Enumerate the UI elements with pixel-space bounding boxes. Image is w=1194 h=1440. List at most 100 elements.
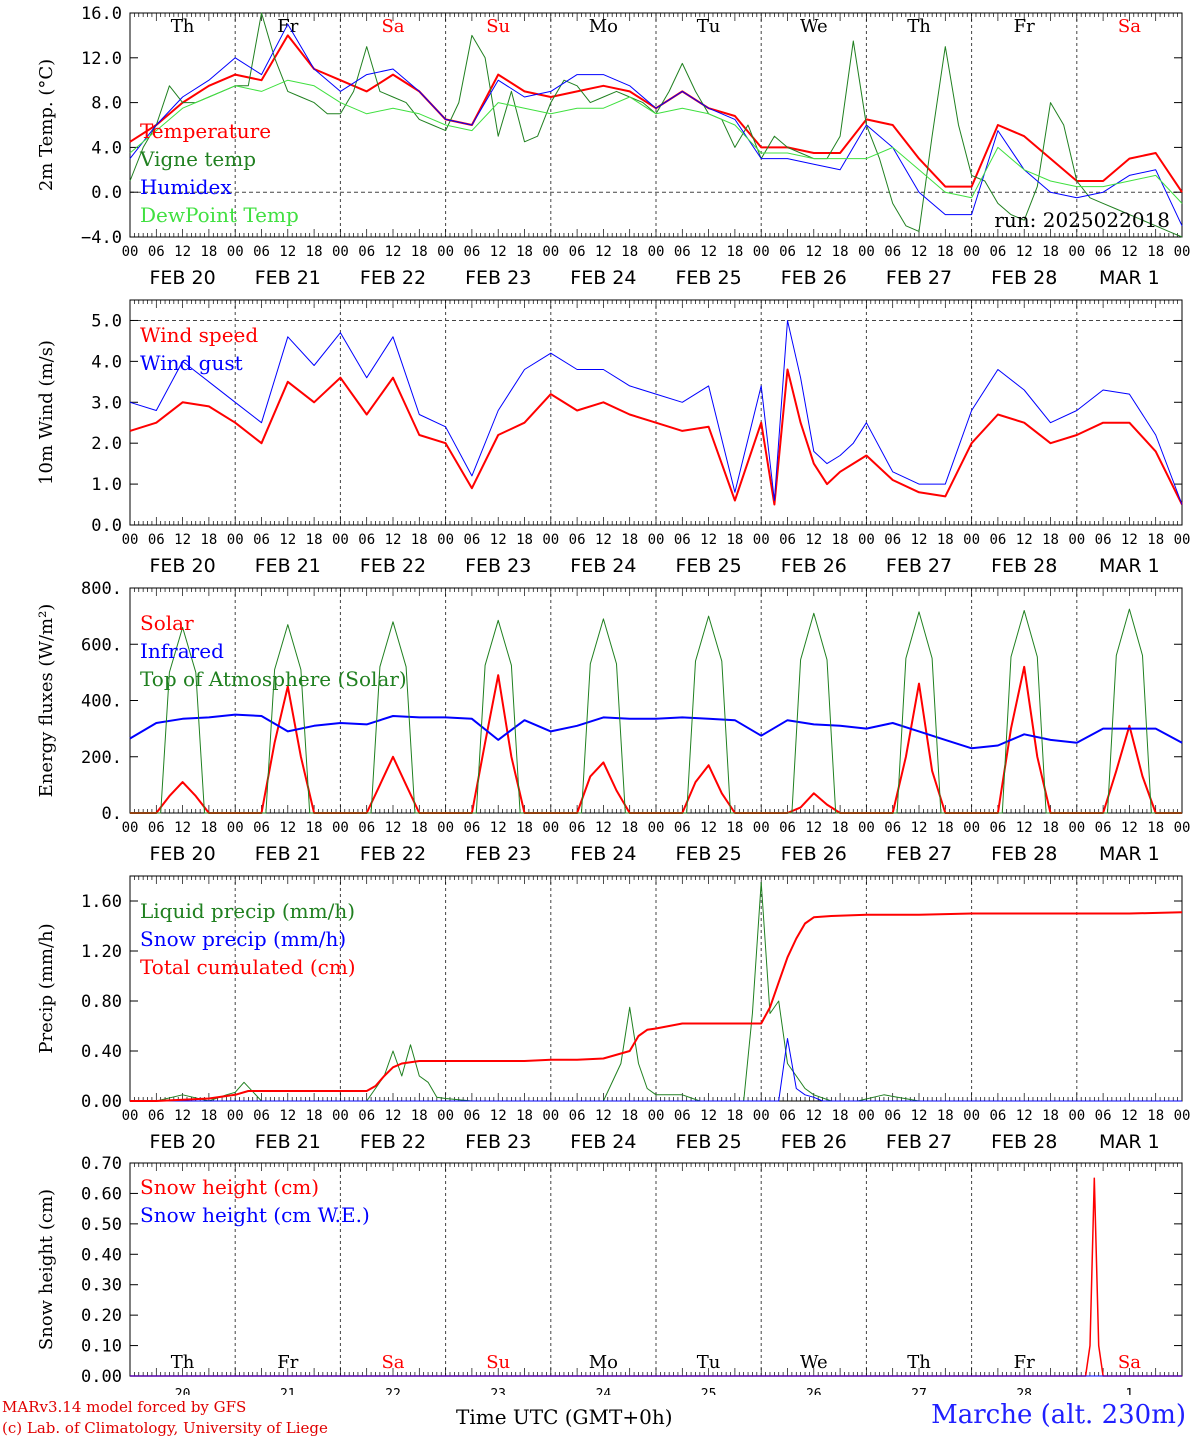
hour-tick-label: 12 [174, 532, 191, 548]
day-number-label: 24 [596, 1387, 612, 1395]
date-label: FEB 20 [150, 555, 216, 577]
hour-tick-label: 12 [1121, 532, 1138, 548]
time-axis-label: Time UTC (GMT+0h) [456, 1405, 673, 1429]
hour-tick-label: 06 [148, 1108, 165, 1124]
plot-frame-energy [129, 587, 1183, 814]
y-tick-label: 4.0 [91, 352, 122, 372]
y-tick-label: 0.00 [81, 1367, 122, 1387]
legend-entry: Top of Atmosphere (Solar) [140, 667, 407, 691]
date-label: FEB 25 [676, 1131, 742, 1153]
hour-tick-label: 12 [911, 820, 928, 836]
legend-entry: Wind speed [140, 323, 258, 347]
hour-tick-label: 18 [516, 244, 533, 260]
hour-tick-label: 00 [122, 244, 139, 260]
hour-tick-label: 00 [1174, 244, 1191, 260]
hour-tick-label: 06 [1095, 1108, 1112, 1124]
hour-tick-label: 00 [648, 532, 665, 548]
y-tick-label: 0.60 [81, 1184, 122, 1204]
hour-tick-label: 12 [595, 244, 612, 260]
y-tick-label: 2.0 [91, 434, 122, 454]
legend-entry: Snow precip (mm/h) [140, 927, 346, 951]
hour-tick-label: 00 [122, 820, 139, 836]
hour-tick-label: 18 [516, 532, 533, 548]
y-tick-label: 1.60 [81, 892, 122, 912]
hour-tick-label: 12 [595, 820, 612, 836]
hour-tick-label: 00 [542, 532, 559, 548]
date-label: FEB 21 [255, 555, 321, 577]
date-label: FEB 20 [150, 843, 216, 865]
hour-tick-label: 12 [1016, 532, 1033, 548]
y-tick-label: 0.30 [81, 1276, 122, 1296]
y-tick-label: 0.00 [81, 1092, 122, 1112]
hour-tick-label: 00 [227, 1108, 244, 1124]
y-tick-label: 200. [81, 748, 122, 768]
date-label: FEB 20 [150, 267, 216, 289]
hour-tick-label: 18 [937, 532, 954, 548]
hour-tick-label: 06 [463, 820, 480, 836]
hour-tick-label: 00 [437, 1108, 454, 1124]
hour-tick-label: 18 [306, 532, 323, 548]
weekday-label: Sa [381, 16, 404, 37]
y-tick-label: −4.0 [81, 228, 122, 248]
date-label: FEB 25 [676, 843, 742, 865]
legend-entry: Vigne temp [139, 147, 256, 171]
meteogram-svg: 16.012.08.04.00.0−4.02m Temp. (°C)Th Fr Sa… [36, 4, 1191, 1395]
legend-entry: Temperature [140, 119, 271, 143]
day-number-label: 1 [1125, 1387, 1133, 1395]
date-label: FEB 24 [570, 267, 636, 289]
date-label: FEB 21 [255, 1131, 321, 1153]
series-line-infrared [129, 713, 1183, 750]
date-label: FEB 23 [465, 843, 531, 865]
hour-tick-label: 18 [1147, 820, 1164, 836]
hour-tick-label: 00 [542, 244, 559, 260]
hour-tick-label: 00 [963, 244, 980, 260]
hour-tick-label: 06 [253, 244, 270, 260]
y-tick-label: 16.0 [81, 4, 122, 24]
credit-line-2: (c) Lab. of Climatology, University of L… [2, 1419, 328, 1437]
weekday-label: Tu [697, 16, 721, 37]
date-label: FEB 22 [360, 555, 426, 577]
hour-tick-label: 06 [674, 244, 691, 260]
date-label: FEB 28 [991, 843, 1057, 865]
hour-tick-label: 12 [1121, 1108, 1138, 1124]
hour-tick-label: 18 [1042, 1108, 1059, 1124]
hour-tick-label: 00 [437, 244, 454, 260]
hour-tick-label: 18 [411, 532, 428, 548]
hour-tick-label: 06 [779, 244, 796, 260]
hour-tick-label: 00 [648, 1108, 665, 1124]
date-label: FEB 21 [255, 843, 321, 865]
hour-tick-label: 18 [726, 1108, 743, 1124]
legend-entry: Infrared [140, 639, 224, 663]
y-tick-label: 0. [102, 804, 122, 824]
legend-entry: Total cumulated (cm) [140, 955, 356, 979]
hour-tick-label: 06 [358, 820, 375, 836]
hour-tick-label: 06 [253, 1108, 270, 1124]
series-line-humidex [129, 23, 1183, 227]
y-tick-label: 3.0 [91, 393, 122, 413]
hour-tick-label: 18 [1147, 244, 1164, 260]
y-tick-label: 5.0 [91, 311, 122, 331]
hour-tick-label: 00 [1068, 820, 1085, 836]
hour-tick-label: 00 [1174, 532, 1191, 548]
legend-entry: Wind gust [140, 351, 243, 375]
date-label: FEB 24 [570, 843, 636, 865]
hour-tick-label: 00 [648, 244, 665, 260]
hour-tick-label: 06 [148, 820, 165, 836]
weekday-label: Fr [1014, 1352, 1035, 1373]
hour-tick-label: 12 [279, 820, 296, 836]
hour-tick-label: 18 [621, 532, 638, 548]
hour-tick-label: 06 [463, 532, 480, 548]
date-label: FEB 25 [676, 555, 742, 577]
hour-tick-label: 12 [279, 532, 296, 548]
series-line-total-cumulated-cm- [130, 911, 1183, 1102]
date-label: FEB 24 [570, 555, 636, 577]
hour-tick-label: 12 [911, 532, 928, 548]
legend-entry: Snow height (cm W.E.) [140, 1203, 370, 1227]
hour-tick-label: 06 [989, 1108, 1006, 1124]
legend-entry: Snow height (cm) [140, 1175, 319, 1199]
hour-tick-label: 12 [700, 1108, 717, 1124]
hour-tick-label: 18 [1042, 820, 1059, 836]
hour-tick-label: 00 [1174, 820, 1191, 836]
hour-tick-label: 12 [911, 244, 928, 260]
y-tick-label: 1.20 [81, 942, 122, 962]
